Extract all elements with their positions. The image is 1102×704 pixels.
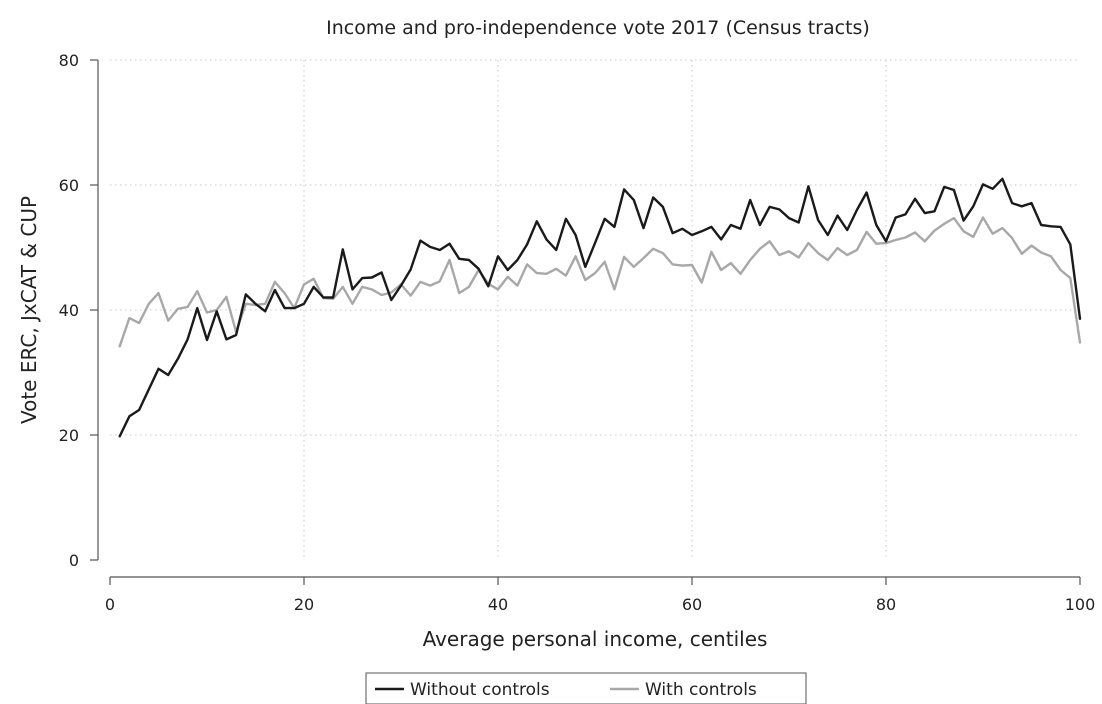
x-tick-label: 80 xyxy=(876,595,896,614)
legend-box xyxy=(365,672,807,704)
y-tick-label: 60 xyxy=(59,176,79,195)
series-line-with-controls xyxy=(118,216,1082,348)
y-tick-label: 20 xyxy=(59,426,79,445)
grid xyxy=(110,59,1080,560)
legend: Without controls With controls xyxy=(365,672,807,704)
y-tick-label: 80 xyxy=(59,51,79,70)
legend-label-without-controls: Without controls xyxy=(410,680,550,700)
legend-label-with-controls: With controls xyxy=(645,680,757,700)
chart-title: Income and pro-independence vote 2017 (C… xyxy=(326,17,870,39)
x-tick-label: 60 xyxy=(682,595,702,614)
x-axis-label: Average personal income, centiles xyxy=(423,627,768,651)
x-axis-ticks: 0 20 40 60 80 100 xyxy=(105,577,1095,614)
series-line-without-controls xyxy=(118,177,1082,438)
y-tick-label: 40 xyxy=(59,301,79,320)
x-tick-label: 100 xyxy=(1065,595,1096,614)
x-tick-label: 40 xyxy=(488,595,508,614)
y-tick-label: 0 xyxy=(69,551,79,570)
y-axis-label: Vote ERC, JxCAT & CUP xyxy=(17,196,41,424)
y-axis-ticks: 0 20 40 60 80 xyxy=(59,51,98,570)
x-tick-label: 0 xyxy=(105,595,115,614)
x-tick-label: 20 xyxy=(294,595,314,614)
series-lines xyxy=(118,177,1082,438)
